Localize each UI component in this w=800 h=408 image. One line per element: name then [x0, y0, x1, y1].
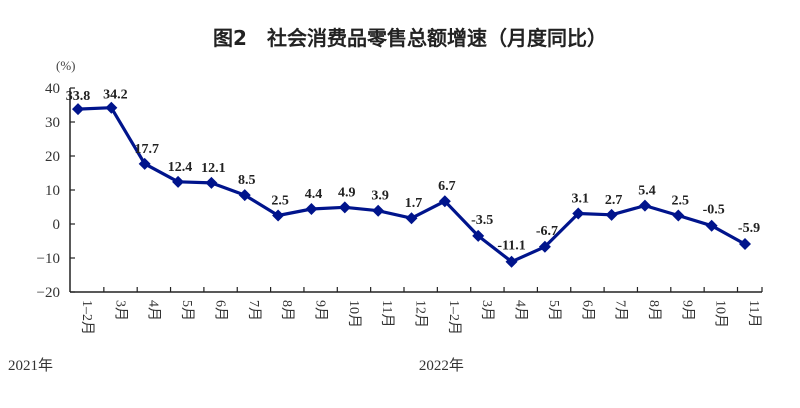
x-tick-label: 1–2月: [446, 300, 462, 335]
data-point-marker: [438, 195, 451, 208]
y-tick-label: 40: [45, 81, 60, 97]
data-point-marker: [138, 157, 151, 170]
x-tick-label: 5月: [179, 300, 195, 321]
x-tick-label: 10月: [713, 300, 729, 328]
x-tick-label: 8月: [279, 300, 295, 321]
data-label: 2.7: [605, 193, 623, 208]
x-axis-ticks: 1–2月 3月 4月 5月 6月 7月 8月 9月 10月 11月 12月 1–2月 3月 4月 5月 6月 7…: [79, 287, 763, 335]
data-point-marker: [739, 238, 751, 251]
data-point-marker: [672, 209, 685, 222]
year-label: 2022年: [419, 357, 464, 374]
data-series: [72, 101, 751, 268]
y-tick-label: 10: [45, 183, 60, 199]
y-axis-unit: (%): [56, 58, 76, 73]
data-label: 33.8: [66, 89, 91, 104]
x-tick-label: 3月: [112, 300, 128, 321]
data-point-marker: [205, 176, 218, 189]
y-tick-label: 20: [45, 149, 60, 165]
x-tick-label: 4月: [513, 300, 529, 321]
data-label: -11.1: [497, 239, 525, 254]
data-point-marker: [372, 204, 385, 217]
data-label: 2.5: [271, 194, 289, 209]
data-label: -5.9: [738, 221, 760, 236]
data-label: -6.7: [536, 224, 558, 239]
data-point-marker: [472, 229, 485, 242]
data-point-marker: [172, 175, 185, 188]
x-tick-label: 7月: [613, 300, 629, 321]
x-tick-label: 8月: [646, 300, 662, 321]
x-tick-label: 1–2月: [79, 300, 95, 335]
data-label: 17.7: [134, 142, 159, 157]
y-tick-label: 30: [45, 115, 60, 131]
x-tick-label: 4月: [146, 300, 162, 321]
year-labels: 2021年 2022年: [8, 357, 464, 374]
data-label: 8.5: [238, 173, 256, 188]
data-point-marker: [605, 208, 618, 221]
data-point-marker: [638, 199, 651, 212]
x-tick-label: 6月: [579, 300, 595, 321]
data-label: -0.5: [703, 203, 725, 218]
data-point-marker: [505, 255, 518, 268]
data-label: -3.5: [471, 213, 493, 228]
data-point-marker: [572, 207, 585, 220]
data-label: 12.4: [168, 160, 193, 175]
y-tick-label: 0: [53, 217, 61, 233]
x-tick-label: 11月: [746, 300, 762, 327]
y-axis-ticks: 40 30 20 10 0 −10 −20: [37, 81, 75, 301]
data-label: 2.5: [672, 194, 690, 209]
data-label: 6.7: [438, 179, 456, 194]
data-label: 4.9: [338, 185, 356, 200]
x-tick-label: 7月: [246, 300, 262, 321]
data-label: 3.9: [371, 189, 389, 204]
data-label: 34.2: [103, 88, 128, 103]
data-point-marker: [305, 203, 318, 216]
x-tick-label: 11月: [379, 300, 395, 327]
axes: [69, 88, 762, 293]
x-tick-label: 6月: [212, 300, 228, 321]
x-tick-label: 5月: [546, 300, 562, 321]
data-point-marker: [705, 219, 718, 232]
y-tick-label: −10: [37, 251, 60, 267]
x-tick-label: 9月: [679, 300, 695, 321]
x-tick-label: 10月: [346, 300, 362, 328]
data-point-marker: [538, 240, 551, 253]
x-tick-label: 3月: [479, 300, 495, 321]
data-label: 5.4: [638, 184, 656, 199]
data-labels: 33.8 34.2 17.7 12.4 12.1 8.5 2.5 4.4 4.9 3.9 1.7 6.…: [66, 88, 760, 254]
data-label: 3.1: [572, 191, 590, 206]
data-label: 4.4: [305, 187, 323, 202]
y-tick-label: −20: [37, 285, 60, 301]
data-label: 1.7: [405, 196, 423, 211]
data-point-marker: [238, 189, 251, 202]
data-point-marker: [72, 103, 84, 116]
data-label: 12.1: [201, 161, 226, 176]
data-point-marker: [405, 212, 418, 225]
x-tick-label: 9月: [312, 300, 328, 321]
x-tick-label: 12月: [413, 300, 429, 328]
year-label: 2021年: [8, 357, 53, 374]
data-point-marker: [338, 201, 351, 214]
data-point-marker: [105, 101, 118, 114]
chart-title: 图2 社会消费品零售总额增速（月度同比）: [213, 26, 607, 50]
data-point-marker: [272, 209, 285, 222]
